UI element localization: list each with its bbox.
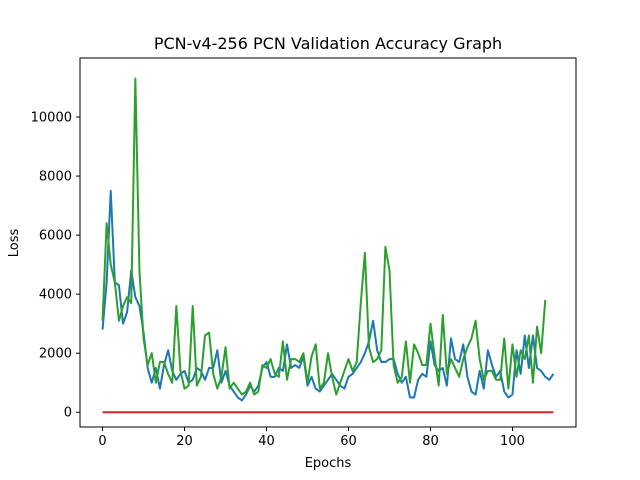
y-axis-ticks: 0 2000 4000 6000 8000 10000 <box>31 111 80 421</box>
x-tick-label: 0 <box>98 434 106 449</box>
y-tick-label: 4000 <box>39 288 72 303</box>
y-tick-label: 8000 <box>39 170 72 185</box>
chart-title: PCN-v4-256 PCN Validation Accuracy Graph <box>154 34 502 53</box>
y-tick-label: 0 <box>64 406 72 421</box>
x-tick-label: 100 <box>500 434 525 449</box>
series-line-1 <box>101 189 555 402</box>
series-line-2 <box>101 77 547 396</box>
x-axis-ticks: 0 20 40 60 80 100 <box>98 427 525 449</box>
plot-area-frame <box>79 57 577 428</box>
y-axis-label: Loss <box>7 229 22 258</box>
x-axis-label: Epochs <box>305 456 352 471</box>
y-tick-label: 6000 <box>39 229 72 244</box>
x-tick-label: 40 <box>258 434 275 449</box>
x-tick-label: 60 <box>340 434 357 449</box>
x-tick-label: 80 <box>422 434 439 449</box>
y-tick-label: 2000 <box>39 347 72 362</box>
y-tick-label: 10000 <box>31 111 72 126</box>
series-layer <box>101 77 555 414</box>
x-tick-label: 20 <box>176 434 193 449</box>
